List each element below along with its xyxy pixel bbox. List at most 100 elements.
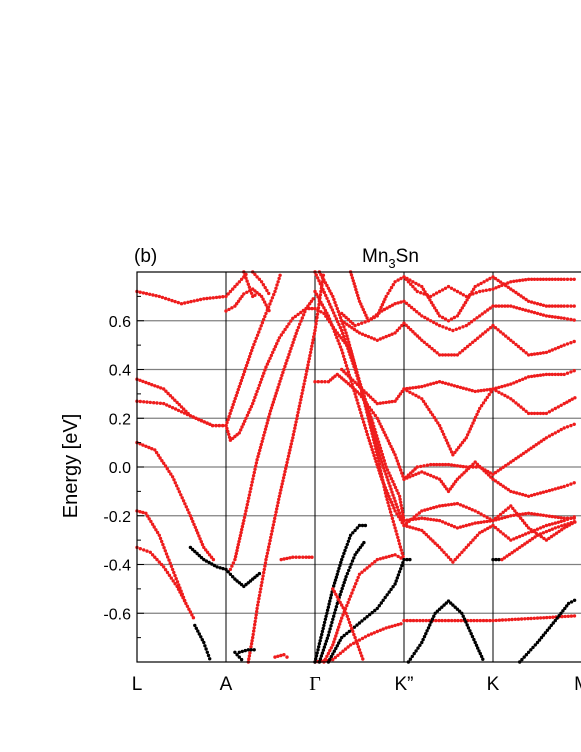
band-point — [389, 587, 393, 592]
band-point — [439, 426, 443, 431]
band-point — [566, 601, 571, 606]
band-point — [553, 487, 557, 491]
band-point — [344, 575, 348, 579]
band-point — [488, 276, 492, 281]
band-point — [331, 652, 335, 656]
band-point — [544, 277, 549, 281]
band-point — [253, 339, 257, 344]
band-point — [569, 341, 573, 345]
band-point — [186, 508, 190, 512]
band-point — [400, 471, 404, 475]
band-point — [277, 494, 282, 498]
band-point — [498, 467, 503, 471]
band-point — [405, 557, 409, 562]
band-point — [370, 418, 374, 422]
band-point — [237, 650, 241, 654]
band-point — [366, 633, 371, 637]
band-point — [429, 537, 433, 541]
band-point — [547, 536, 551, 541]
band-point — [297, 555, 302, 559]
band-point — [157, 294, 161, 299]
band-point — [383, 433, 388, 437]
band-point — [420, 640, 424, 645]
band-point — [541, 525, 546, 529]
band-series-53 — [491, 304, 576, 322]
band-point — [399, 622, 403, 626]
band-point — [565, 483, 570, 487]
band-point — [532, 616, 536, 620]
band-point — [347, 536, 352, 540]
band-point — [555, 616, 559, 620]
band-point — [518, 545, 522, 550]
band-point — [420, 470, 424, 474]
band-point — [255, 389, 259, 394]
band-point — [384, 555, 388, 559]
band-point — [337, 625, 341, 629]
band-point — [375, 437, 380, 441]
band-point — [192, 522, 196, 527]
band-point — [473, 284, 477, 289]
band-point — [336, 569, 340, 573]
band-point — [261, 297, 265, 301]
band-point — [388, 288, 392, 293]
band-point — [471, 287, 476, 291]
band-point — [425, 342, 429, 347]
band-point — [228, 289, 233, 294]
band-point — [451, 328, 455, 333]
band-point — [326, 299, 331, 303]
kpoint-label: L — [132, 674, 143, 695]
band-point — [260, 321, 265, 325]
band-point — [335, 631, 339, 635]
band-point — [509, 397, 513, 401]
band-point — [506, 383, 510, 387]
band-point — [434, 518, 439, 522]
band-point — [312, 331, 317, 336]
band-point — [172, 478, 176, 482]
band-point — [393, 623, 397, 628]
band-point — [523, 278, 528, 282]
band-point — [532, 411, 537, 416]
band-point — [532, 444, 536, 449]
band-point — [337, 598, 341, 602]
band-point — [497, 618, 502, 622]
band-point — [409, 327, 413, 332]
band-point — [471, 462, 475, 466]
band-point — [506, 304, 510, 308]
band-point — [496, 514, 500, 519]
band-point — [491, 275, 495, 279]
band-point — [329, 624, 333, 628]
band-point — [249, 404, 254, 409]
band-point — [356, 401, 360, 405]
band-point — [390, 399, 394, 404]
band-point — [424, 532, 428, 537]
band-point — [524, 409, 528, 413]
band-point — [152, 401, 156, 405]
band-point — [529, 493, 534, 498]
band-point — [257, 571, 262, 576]
band-point — [159, 386, 163, 390]
band-point — [417, 527, 421, 532]
band-point — [463, 300, 468, 305]
band-point — [469, 632, 473, 636]
band-point — [402, 321, 406, 325]
band-point — [341, 554, 345, 559]
band-point — [488, 288, 492, 292]
band-point — [542, 536, 546, 541]
band-point — [437, 314, 442, 318]
band-point — [212, 563, 217, 568]
band-point — [529, 512, 534, 516]
band-point — [240, 294, 244, 299]
band-point — [227, 414, 231, 419]
band-point — [436, 421, 440, 425]
band-point — [183, 502, 187, 506]
band-point — [541, 633, 546, 637]
band-point — [227, 435, 232, 439]
band-point — [520, 657, 524, 662]
band-point — [464, 387, 468, 391]
band-point — [249, 483, 254, 487]
band-point — [519, 516, 523, 520]
band-point — [277, 336, 282, 340]
band-point — [419, 464, 423, 469]
band-point — [153, 555, 157, 559]
band-point — [489, 390, 493, 394]
